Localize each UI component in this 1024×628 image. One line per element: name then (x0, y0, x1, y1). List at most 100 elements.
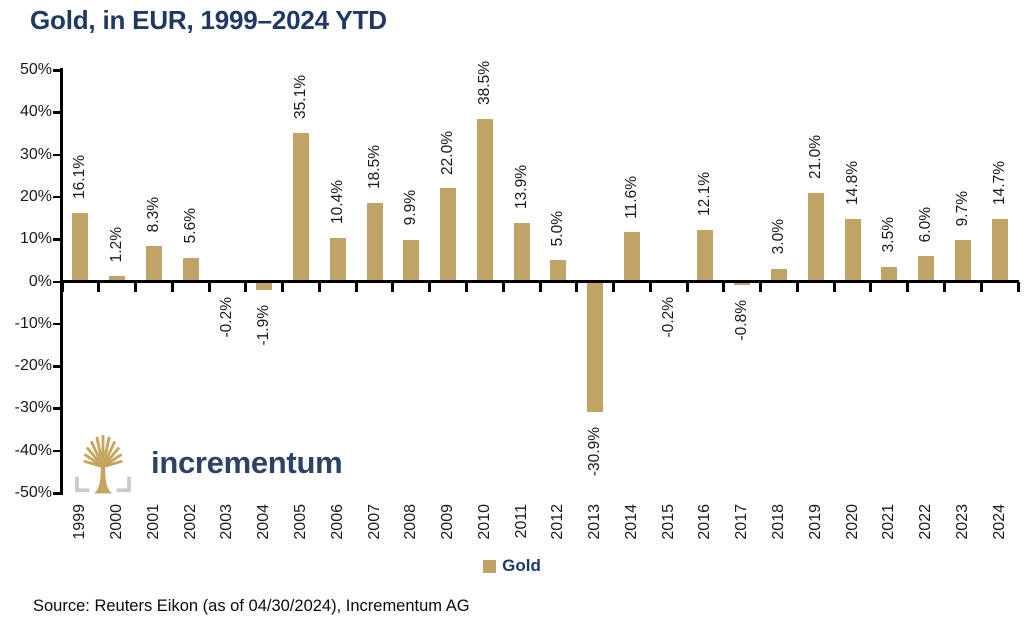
bar-2014 (623, 232, 640, 282)
bar-2001 (145, 246, 162, 282)
bar-2016 (697, 230, 714, 282)
x-axis-tick (317, 281, 321, 292)
y-axis-tick (53, 111, 61, 114)
value-label-2018: 3.0% (770, 219, 787, 255)
bar-2000 (109, 276, 126, 282)
bar-2021 (881, 266, 898, 282)
x-tick-label-2013: 2013 (586, 504, 604, 540)
value-label-2010: 38.5% (475, 60, 493, 105)
bar-2010 (476, 118, 493, 282)
x-axis-tick (391, 281, 395, 292)
y-axis-tick (53, 69, 61, 72)
bar-2013 (587, 281, 604, 413)
x-tick-label-2010: 2010 (475, 504, 493, 540)
x-tick-label-2020: 2020 (843, 504, 861, 540)
value-label-2014: 11.6% (622, 175, 640, 219)
bar-2022 (918, 256, 935, 282)
y-tick-label--10: -10% (14, 314, 52, 332)
x-axis-tick (244, 281, 248, 292)
bar-2004 (256, 281, 273, 290)
value-label-2020: 14.8% (843, 160, 861, 205)
incrementum-logo-text: incrementum (151, 445, 343, 480)
x-tick-label-2008: 2008 (402, 504, 420, 540)
x-tick-label-2019: 2019 (806, 504, 824, 540)
y-tick-label-0: 0% (28, 272, 52, 290)
value-label-2015: -0.2% (659, 297, 677, 338)
x-axis-tick (134, 281, 138, 292)
x-tick-label-2004: 2004 (255, 504, 273, 540)
y-tick-label--50: -50% (14, 484, 52, 501)
value-label-2003: -0.2% (218, 297, 236, 338)
x-axis-tick (170, 281, 174, 292)
x-axis-tick (906, 281, 910, 292)
bar-2006 (329, 237, 346, 282)
x-tick-label-2011: 2011 (512, 504, 530, 539)
y-axis-tick (53, 238, 61, 241)
x-tick-label-2015: 2015 (659, 504, 677, 540)
x-tick-label-2014: 2014 (622, 504, 640, 540)
value-label-2006: 10.4% (328, 179, 346, 224)
y-tick-label-40: 40% (19, 103, 52, 121)
value-label-2013: -30.9% (586, 427, 604, 477)
x-axis-tick (60, 281, 64, 292)
bar-2023 (954, 240, 971, 282)
x-axis-tick (942, 281, 946, 292)
bar-2011 (513, 222, 530, 282)
y-tick-label-50: 50% (19, 61, 52, 78)
y-axis-tick (53, 365, 61, 368)
x-tick-label-2007: 2007 (365, 504, 383, 540)
value-label-2019: 21.0% (806, 134, 824, 179)
value-label-2011: 13.9% (512, 164, 530, 209)
x-tick-label-2006: 2006 (328, 504, 346, 540)
x-axis-tick (501, 281, 505, 292)
y-tick-label--20: -20% (14, 357, 52, 375)
x-axis-tick (648, 281, 652, 292)
x-tick-label-2005: 2005 (292, 504, 309, 540)
x-axis-tick (207, 281, 211, 292)
incrementum-logo: incrementum (72, 430, 343, 496)
y-axis-tick (53, 153, 61, 157)
x-tick-label-2017: 2017 (733, 504, 751, 540)
x-tick-label-2018: 2018 (770, 504, 787, 540)
x-axis-tick (685, 281, 689, 292)
x-axis-tick (612, 281, 616, 292)
y-tick-label-20: 20% (19, 187, 52, 205)
x-tick-label-2022: 2022 (917, 504, 935, 540)
y-tick-label-30: 30% (19, 145, 52, 163)
x-tick-label-2003: 2003 (218, 504, 236, 540)
x-axis-tick (1016, 281, 1020, 292)
value-label-2004: -1.9% (255, 304, 273, 346)
value-label-2022: 6.0% (917, 206, 935, 243)
bar-2019 (807, 192, 824, 282)
value-label-2000: 1.2% (108, 227, 126, 263)
value-label-2007: 18.5% (365, 145, 383, 190)
y-axis-tick (53, 322, 61, 326)
bar-2020 (844, 218, 861, 282)
x-axis-tick (759, 281, 763, 292)
y-tick-label-10: 10% (19, 230, 52, 248)
x-axis-tick (979, 281, 983, 292)
x-axis-tick (722, 281, 726, 292)
x-tick-label-2024: 2024 (990, 504, 1008, 540)
x-axis-tick (795, 281, 799, 292)
legend-gold-label: Gold (502, 556, 541, 575)
y-axis-tick (53, 492, 61, 495)
y-axis-tick (53, 280, 61, 283)
x-axis-tick (464, 281, 468, 292)
x-axis-tick (869, 281, 873, 292)
value-label-2023: 9.7% (953, 191, 971, 227)
x-axis-tick (281, 281, 285, 292)
value-label-2001: 8.3% (144, 197, 162, 233)
chart-title: Gold, in EUR, 1999–2024 YTD (30, 5, 387, 35)
bar-2005 (293, 133, 309, 282)
x-axis-tick (832, 281, 836, 292)
value-label-2008: 9.9% (402, 190, 420, 226)
bar-2007 (366, 203, 383, 282)
x-axis-tick (538, 281, 542, 292)
x-tick-label-2023: 2023 (953, 504, 971, 540)
y-tick-label--30: -30% (14, 399, 52, 417)
x-axis-tick (428, 281, 432, 292)
y-axis-tick (53, 407, 61, 410)
bar-1999 (72, 213, 89, 282)
